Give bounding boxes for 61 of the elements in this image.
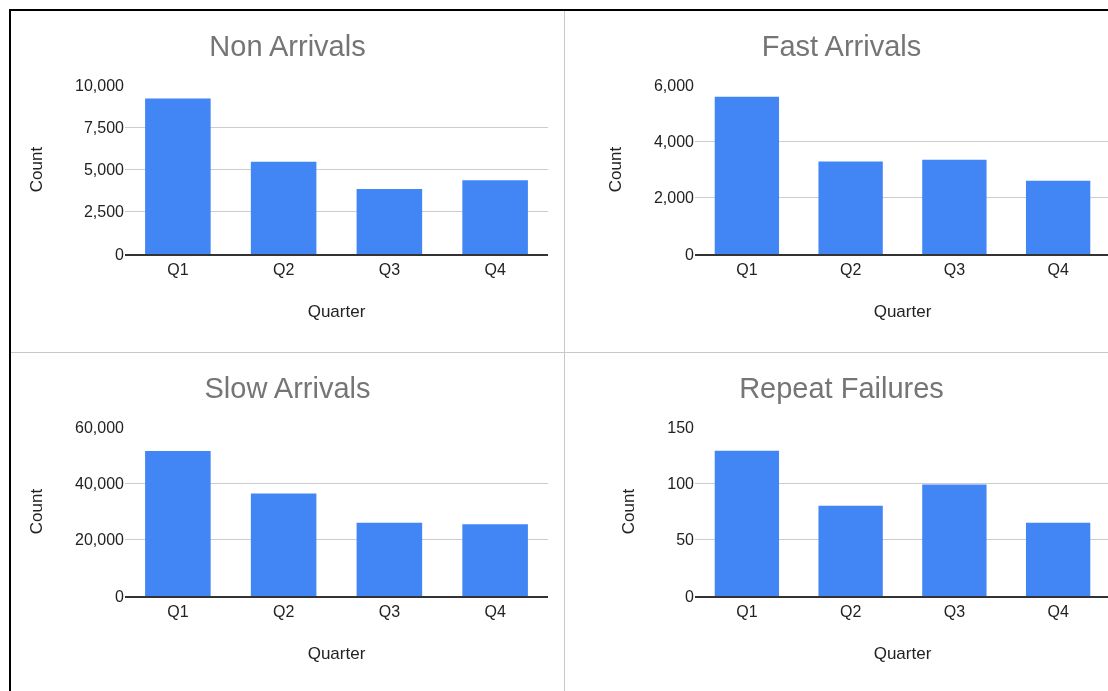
y-tick-label: 20,000 bbox=[75, 531, 125, 549]
x-tick-label: Q1 bbox=[167, 260, 189, 278]
y-tick-label: 4,000 bbox=[653, 132, 695, 150]
y-axis-title: Count bbox=[26, 488, 46, 535]
y-axis-title: Count bbox=[26, 146, 46, 193]
chart-title: Fast Arrivals bbox=[761, 30, 922, 63]
bar bbox=[356, 522, 423, 596]
bar bbox=[1025, 180, 1091, 254]
bar bbox=[818, 161, 883, 254]
x-tick-label: Q1 bbox=[167, 602, 189, 620]
bar bbox=[462, 524, 528, 596]
bar bbox=[1025, 522, 1091, 596]
y-tick-label: 150 bbox=[667, 418, 695, 436]
y-tick-label: 60,000 bbox=[75, 418, 125, 436]
bar bbox=[714, 450, 780, 596]
x-axis-title: Quarter bbox=[873, 301, 932, 321]
y-tick-label: 7,500 bbox=[83, 118, 125, 136]
bar bbox=[922, 159, 987, 254]
x-tick-label: Q3 bbox=[943, 260, 966, 278]
bar bbox=[250, 493, 317, 596]
chart-title: Slow Arrivals bbox=[204, 372, 371, 405]
bar bbox=[462, 180, 528, 254]
y-tick-label: 50 bbox=[676, 531, 695, 549]
y-tick-label: 5,000 bbox=[83, 161, 125, 179]
bar bbox=[356, 188, 423, 254]
y-tick-label: 0 bbox=[685, 245, 695, 263]
y-tick-label: 40,000 bbox=[75, 474, 125, 492]
x-tick-label: Q4 bbox=[1047, 602, 1069, 620]
x-tick-label: Q2 bbox=[272, 260, 295, 278]
x-tick-label: Q4 bbox=[484, 260, 506, 278]
y-tick-label: 10,000 bbox=[75, 76, 125, 94]
x-tick-label: Q3 bbox=[943, 602, 966, 620]
chart-title: Repeat Failures bbox=[739, 372, 944, 405]
x-tick-label: Q1 bbox=[736, 260, 758, 278]
y-tick-label: 100 bbox=[667, 474, 695, 492]
x-tick-label: Q2 bbox=[272, 602, 295, 620]
x-axis-title: Quarter bbox=[307, 643, 366, 663]
bar bbox=[922, 484, 987, 596]
x-tick-label: Q4 bbox=[484, 602, 506, 620]
y-tick-label: 0 bbox=[685, 587, 695, 605]
bar bbox=[818, 505, 883, 596]
bar bbox=[714, 96, 780, 254]
x-tick-label: Q1 bbox=[736, 602, 758, 620]
y-tick-label: 2,500 bbox=[83, 203, 125, 221]
y-axis-title: Count bbox=[605, 146, 625, 193]
x-axis-title: Quarter bbox=[307, 301, 366, 321]
chart-title: Non Arrivals bbox=[209, 30, 366, 63]
bar bbox=[145, 450, 211, 596]
x-axis-title: Quarter bbox=[873, 643, 932, 663]
y-tick-label: 0 bbox=[115, 587, 125, 605]
y-tick-label: 6,000 bbox=[653, 76, 695, 94]
y-axis-title: Count bbox=[618, 488, 638, 535]
y-tick-label: 2,000 bbox=[653, 189, 695, 207]
x-tick-label: Q2 bbox=[839, 602, 862, 620]
x-tick-label: Q3 bbox=[378, 260, 401, 278]
x-tick-label: Q4 bbox=[1047, 260, 1069, 278]
y-tick-label: 0 bbox=[115, 245, 125, 263]
bar bbox=[250, 161, 317, 254]
x-tick-label: Q3 bbox=[378, 602, 401, 620]
x-tick-label: Q2 bbox=[839, 260, 862, 278]
bar bbox=[145, 98, 211, 254]
